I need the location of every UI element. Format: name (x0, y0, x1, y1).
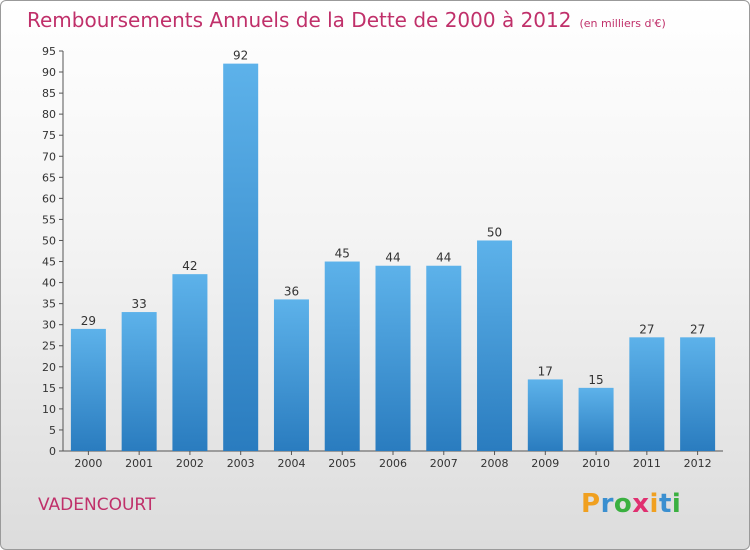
x-tick-label: 2000 (74, 457, 102, 470)
bar[interactable] (70, 328, 106, 451)
x-tick-label: 2005 (328, 457, 356, 470)
bar-value-label: 36 (284, 284, 299, 298)
y-tick-label: 60 (42, 192, 56, 205)
bar-value-label: 27 (690, 322, 705, 336)
bar[interactable] (121, 312, 157, 451)
bar[interactable] (578, 387, 614, 451)
y-tick-label: 50 (42, 234, 56, 247)
x-tick-label: 2011 (633, 457, 661, 470)
bar[interactable] (324, 261, 360, 451)
y-tick-label: 10 (42, 403, 56, 416)
y-tick-label: 45 (42, 256, 56, 269)
bar[interactable] (223, 63, 259, 451)
bar-value-label: 33 (132, 297, 147, 311)
y-tick-label: 85 (42, 87, 56, 100)
logo-letter: t (658, 489, 672, 519)
y-tick-label: 70 (42, 150, 56, 163)
chart-title-unit: (en milliers d'€) (579, 17, 666, 30)
bar[interactable] (527, 379, 563, 451)
bar-value-label: 50 (487, 225, 502, 239)
y-tick-label: 30 (42, 319, 56, 332)
bar-value-label: 17 (538, 364, 553, 378)
bar[interactable] (172, 274, 208, 451)
y-tick-label: 75 (42, 129, 56, 142)
bar[interactable] (629, 337, 665, 451)
y-tick-label: 5 (49, 424, 56, 437)
logo-letter: P (581, 489, 601, 519)
logo-letter: r (600, 489, 614, 519)
y-tick-label: 95 (42, 45, 56, 58)
x-tick-label: 2010 (582, 457, 610, 470)
bar-value-label: 42 (182, 259, 197, 273)
x-tick-label: 2008 (481, 457, 509, 470)
x-tick-label: 2009 (531, 457, 559, 470)
y-tick-label: 25 (42, 340, 56, 353)
proxiti-logo[interactable]: Proxiti (581, 489, 681, 519)
city-name: VADENCOURT (38, 495, 156, 515)
x-tick-label: 2006 (379, 457, 407, 470)
y-tick-label: 55 (42, 213, 56, 226)
chart-title: Remboursements Annuels de la Dette de 20… (27, 8, 666, 32)
y-tick-label: 65 (42, 171, 56, 184)
bar-value-label: 45 (335, 247, 350, 261)
y-tick-label: 20 (42, 361, 56, 374)
logo-letter: o (613, 489, 633, 519)
y-tick-label: 40 (42, 277, 56, 290)
bar[interactable] (477, 240, 513, 451)
bar-value-label: 29 (81, 314, 96, 328)
bar-value-label: 15 (588, 373, 603, 387)
bar[interactable] (273, 299, 309, 451)
y-tick-label: 35 (42, 298, 56, 311)
logo-letter: i (671, 489, 682, 519)
y-tick-label: 90 (42, 66, 56, 79)
y-tick-label: 0 (49, 445, 56, 458)
bar-value-label: 44 (385, 251, 400, 265)
bar-value-label: 27 (639, 322, 654, 336)
bar-value-label: 92 (233, 49, 248, 63)
logo-letter: x (632, 489, 650, 519)
bar[interactable] (375, 265, 411, 451)
x-tick-label: 2007 (430, 457, 458, 470)
y-tick-label: 80 (42, 108, 56, 121)
x-tick-label: 2002 (176, 457, 204, 470)
bar[interactable] (426, 265, 462, 451)
logo-letter: i (649, 489, 659, 519)
bar[interactable] (680, 337, 716, 451)
chart-title-main: Remboursements Annuels de la Dette de 20… (27, 8, 572, 32)
x-tick-label: 2003 (227, 457, 255, 470)
x-tick-label: 2001 (125, 457, 153, 470)
bar-value-label: 44 (436, 251, 451, 265)
x-tick-label: 2012 (684, 457, 712, 470)
y-tick-label: 15 (42, 382, 56, 395)
x-tick-label: 2004 (277, 457, 305, 470)
